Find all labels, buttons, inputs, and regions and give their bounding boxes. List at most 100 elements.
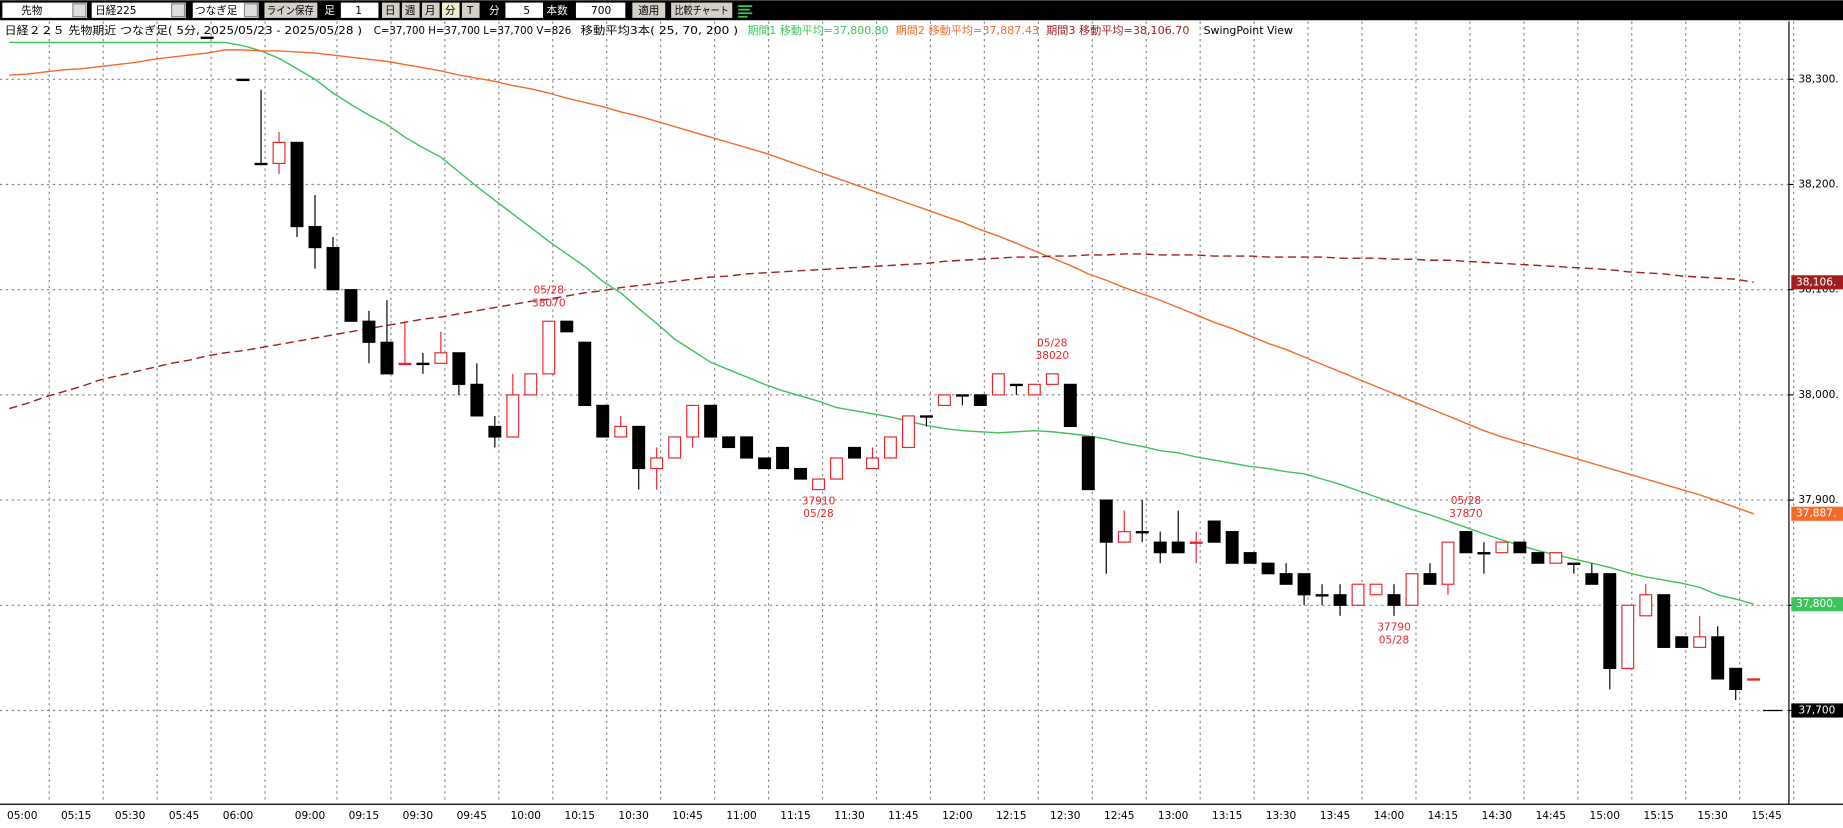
candle-body xyxy=(650,457,664,470)
candle-body xyxy=(1153,541,1167,554)
button[interactable] xyxy=(671,2,733,18)
candle-body xyxy=(1513,541,1527,554)
button[interactable] xyxy=(421,2,440,18)
input[interactable] xyxy=(575,2,626,18)
x-tick-label: 11:15 xyxy=(780,810,810,822)
candle-body xyxy=(1207,520,1221,543)
dropdown-text: つなぎ足 xyxy=(195,4,238,17)
dropdown[interactable] xyxy=(2,2,87,18)
moving-averages xyxy=(9,41,1754,605)
swing-date: 05/28 xyxy=(1379,634,1409,646)
candle-body xyxy=(686,404,700,438)
legend-entry: 期間2 移動平均=37,887.43 xyxy=(896,24,1039,37)
candle-body xyxy=(632,425,646,470)
candle-body xyxy=(380,341,394,375)
button[interactable] xyxy=(264,2,318,18)
input[interactable] xyxy=(505,2,544,18)
label: 分 xyxy=(489,5,500,17)
dropdown-text: 先物 xyxy=(21,4,43,17)
button-text: 週 xyxy=(405,5,416,17)
button[interactable] xyxy=(401,2,420,18)
x-tick-label: 15:00 xyxy=(1590,810,1621,822)
candle-body xyxy=(1081,436,1095,491)
x-tick-label: 14:15 xyxy=(1428,810,1458,822)
candle-body xyxy=(524,373,538,396)
candle-body xyxy=(848,446,861,459)
legend-entry: 期間3 移動平均=38,106.70 xyxy=(1046,24,1190,37)
button[interactable] xyxy=(632,2,666,18)
x-tick-label: 09:45 xyxy=(457,810,487,822)
x-tick-label: 05:15 xyxy=(61,810,91,822)
candle-body xyxy=(1333,594,1347,606)
dropdown[interactable] xyxy=(91,2,186,18)
x-tick-label: 10:30 xyxy=(618,810,649,822)
x-tick-label: 12:15 xyxy=(996,810,1026,822)
dropdown-button[interactable] xyxy=(171,3,186,18)
candle-body xyxy=(991,373,1005,396)
candle-body xyxy=(1549,552,1563,564)
candle-body xyxy=(434,352,448,364)
x-tick-label: 10:15 xyxy=(564,810,594,822)
x-tick-label: 05:30 xyxy=(115,810,146,822)
candle-body xyxy=(1441,541,1455,585)
x-tick-label: 09:15 xyxy=(349,810,379,822)
x-tick-label: 13:15 xyxy=(1212,810,1242,822)
candle-body xyxy=(326,247,340,291)
candle-body xyxy=(955,394,969,397)
button[interactable] xyxy=(461,2,480,18)
candle-body xyxy=(1603,573,1617,669)
input-text: 5 xyxy=(523,5,530,17)
candle-body xyxy=(973,394,987,406)
dropdown-button[interactable] xyxy=(72,3,87,18)
candle-body xyxy=(452,352,466,385)
label: 足 xyxy=(324,5,335,17)
candle-body xyxy=(1531,552,1545,564)
candle-body xyxy=(488,425,502,438)
button[interactable] xyxy=(441,2,460,18)
candle-body xyxy=(1585,573,1599,585)
dropdown-text: 日経225 xyxy=(95,4,136,17)
toolbar-bg xyxy=(0,0,1843,21)
input[interactable] xyxy=(340,2,379,18)
candle-body xyxy=(1693,636,1707,648)
candles xyxy=(200,36,1761,700)
dropdown[interactable] xyxy=(192,2,259,18)
end-label-box xyxy=(1791,506,1843,521)
candle-body xyxy=(740,436,754,459)
swing-price: 38070 xyxy=(532,298,566,310)
button-text: 日 xyxy=(385,5,396,17)
x-tick-label: 12:00 xyxy=(942,810,973,822)
y-tick-label: 38,300. xyxy=(1798,73,1838,85)
candle-body xyxy=(704,404,718,438)
chart-title: 日経２２５ 先物期近 つなぎ足( 5分, 2025/05/23 - 2025/0… xyxy=(5,24,362,37)
candle-body xyxy=(1747,678,1761,681)
candle-body xyxy=(236,78,250,82)
ma-label: 移動平均3本( 25, 70, 200 ) xyxy=(581,24,739,37)
y-tick-label: 38,000. xyxy=(1798,389,1838,401)
candle-body xyxy=(1063,383,1077,428)
button-text: 適用 xyxy=(638,4,659,17)
x-tick-label: 12:30 xyxy=(1050,810,1081,822)
button[interactable] xyxy=(381,2,400,18)
icon[interactable] xyxy=(738,5,753,18)
swing-price: 37790 xyxy=(1377,622,1411,634)
input-text: 1 xyxy=(355,5,362,17)
price-label: 37,700 xyxy=(1798,704,1835,716)
x-tick-label: 13:30 xyxy=(1266,810,1297,822)
candle-body xyxy=(1027,383,1041,396)
label: 本数 xyxy=(547,4,569,17)
candle-body xyxy=(1675,636,1689,648)
candle-body xyxy=(1189,541,1203,544)
swing-date: 05/28 xyxy=(1451,495,1481,507)
candle-body xyxy=(1711,636,1725,680)
legend-entry: 期間1 移動平均=37,800.80 xyxy=(748,24,889,37)
dropdown-button[interactable] xyxy=(243,3,258,18)
candle-body xyxy=(668,436,682,459)
x-tick-label: 11:30 xyxy=(834,810,865,822)
candle-body xyxy=(937,394,951,406)
x-tick-label: 15:30 xyxy=(1697,810,1728,822)
x-tick-label: 13:00 xyxy=(1158,810,1189,822)
candle-body xyxy=(901,415,915,449)
